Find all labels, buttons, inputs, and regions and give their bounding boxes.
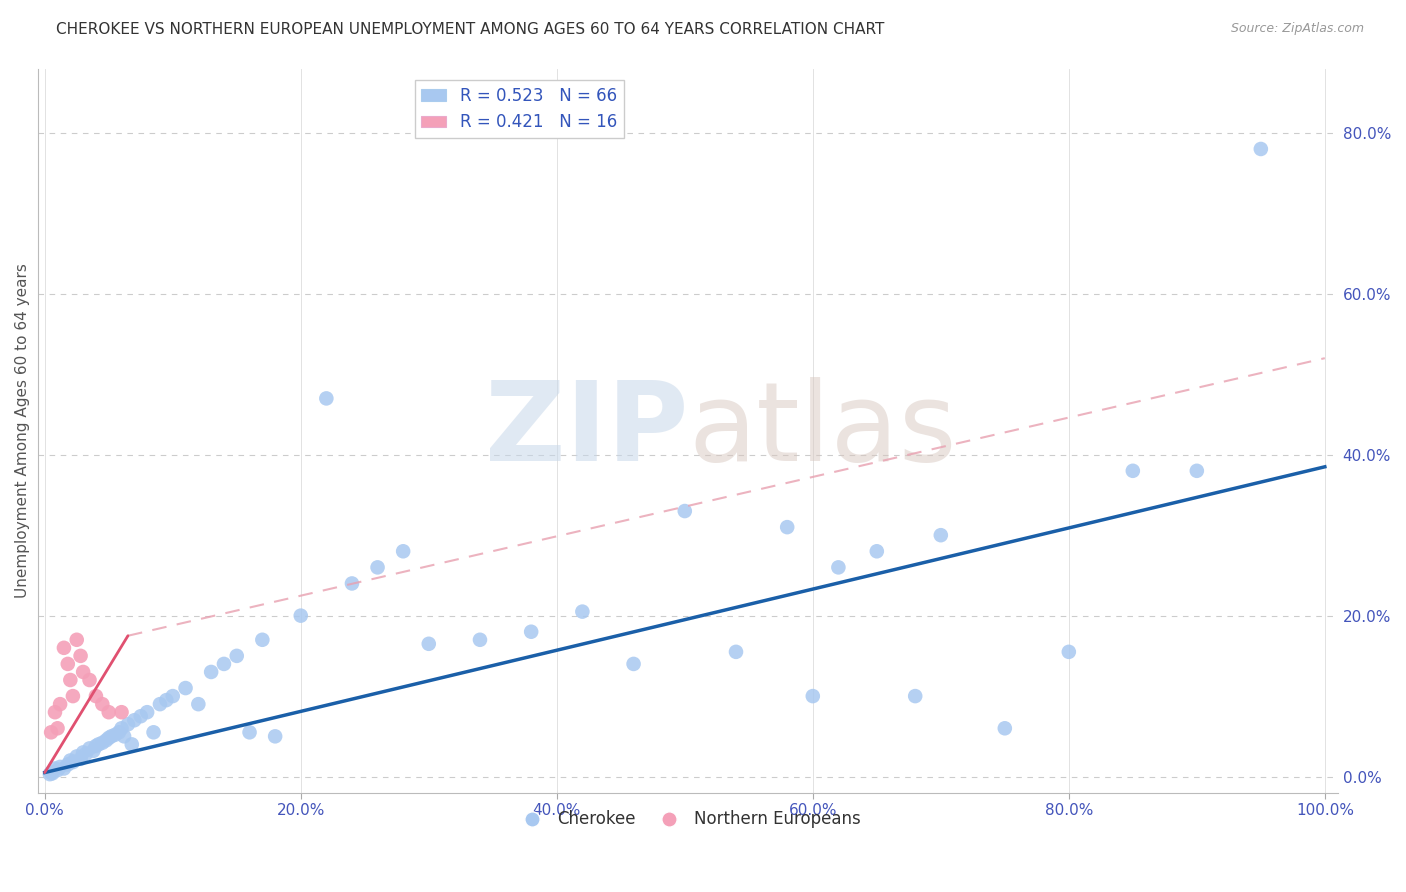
Point bbox=[117, 717, 139, 731]
Point bbox=[41, 766, 63, 780]
Text: ZIP: ZIP bbox=[485, 377, 688, 484]
Point bbox=[225, 648, 247, 663]
Point bbox=[866, 544, 889, 558]
Point bbox=[1122, 464, 1144, 478]
Point bbox=[97, 731, 120, 745]
Point bbox=[79, 741, 101, 756]
Point bbox=[155, 693, 177, 707]
Point bbox=[776, 520, 799, 534]
Point bbox=[62, 689, 84, 703]
Text: atlas: atlas bbox=[688, 377, 956, 484]
Point bbox=[367, 560, 389, 574]
Point bbox=[136, 705, 159, 719]
Point bbox=[1057, 645, 1080, 659]
Point bbox=[39, 765, 62, 780]
Point bbox=[100, 729, 122, 743]
Point bbox=[52, 640, 75, 655]
Point bbox=[623, 657, 645, 671]
Point bbox=[142, 725, 165, 739]
Point bbox=[187, 697, 209, 711]
Point bbox=[91, 736, 114, 750]
Point bbox=[112, 729, 135, 743]
Point bbox=[56, 657, 79, 671]
Point bbox=[75, 747, 97, 761]
Point bbox=[84, 689, 107, 703]
Point bbox=[72, 665, 94, 679]
Point bbox=[238, 725, 260, 739]
Point bbox=[290, 608, 312, 623]
Point bbox=[66, 749, 89, 764]
Point bbox=[673, 504, 696, 518]
Point bbox=[1185, 464, 1208, 478]
Point bbox=[827, 560, 849, 574]
Point bbox=[929, 528, 952, 542]
Point bbox=[59, 673, 82, 687]
Point bbox=[52, 762, 75, 776]
Y-axis label: Unemployment Among Ages 60 to 64 years: Unemployment Among Ages 60 to 64 years bbox=[15, 263, 30, 598]
Point bbox=[801, 689, 824, 703]
Point bbox=[91, 697, 114, 711]
Point bbox=[200, 665, 222, 679]
Point bbox=[84, 739, 107, 753]
Point bbox=[79, 673, 101, 687]
Point bbox=[340, 576, 363, 591]
Text: Source: ZipAtlas.com: Source: ZipAtlas.com bbox=[1230, 22, 1364, 36]
Point bbox=[44, 705, 66, 719]
Point bbox=[129, 709, 152, 723]
Point bbox=[62, 755, 84, 769]
Point bbox=[571, 605, 593, 619]
Point bbox=[1250, 142, 1272, 156]
Point bbox=[264, 729, 287, 743]
Point bbox=[904, 689, 927, 703]
Point bbox=[46, 721, 69, 735]
Point bbox=[46, 763, 69, 777]
Point bbox=[66, 632, 89, 647]
Point bbox=[110, 721, 132, 735]
Point bbox=[97, 705, 120, 719]
Point bbox=[724, 645, 747, 659]
Point bbox=[110, 705, 132, 719]
Point bbox=[212, 657, 235, 671]
Point bbox=[44, 762, 66, 776]
Point bbox=[124, 713, 146, 727]
Point bbox=[38, 767, 60, 781]
Point bbox=[162, 689, 184, 703]
Point bbox=[104, 728, 127, 742]
Point bbox=[468, 632, 491, 647]
Point bbox=[418, 637, 440, 651]
Point bbox=[252, 632, 274, 647]
Point bbox=[96, 733, 118, 747]
Point bbox=[69, 752, 91, 766]
Point bbox=[315, 392, 337, 406]
Point bbox=[121, 738, 143, 752]
Point bbox=[69, 648, 91, 663]
Point bbox=[108, 725, 131, 739]
Point bbox=[392, 544, 415, 558]
Text: CHEROKEE VS NORTHERN EUROPEAN UNEMPLOYMENT AMONG AGES 60 TO 64 YEARS CORRELATION: CHEROKEE VS NORTHERN EUROPEAN UNEMPLOYME… bbox=[56, 22, 884, 37]
Point bbox=[174, 681, 197, 695]
Point bbox=[87, 738, 110, 752]
Point bbox=[39, 725, 62, 739]
Point bbox=[49, 697, 72, 711]
Legend: Cherokee, Northern Europeans: Cherokee, Northern Europeans bbox=[509, 804, 868, 835]
Point bbox=[56, 757, 79, 772]
Point bbox=[72, 746, 94, 760]
Point bbox=[994, 721, 1017, 735]
Point bbox=[49, 760, 72, 774]
Point bbox=[149, 697, 172, 711]
Point bbox=[520, 624, 543, 639]
Point bbox=[82, 744, 104, 758]
Point bbox=[59, 754, 82, 768]
